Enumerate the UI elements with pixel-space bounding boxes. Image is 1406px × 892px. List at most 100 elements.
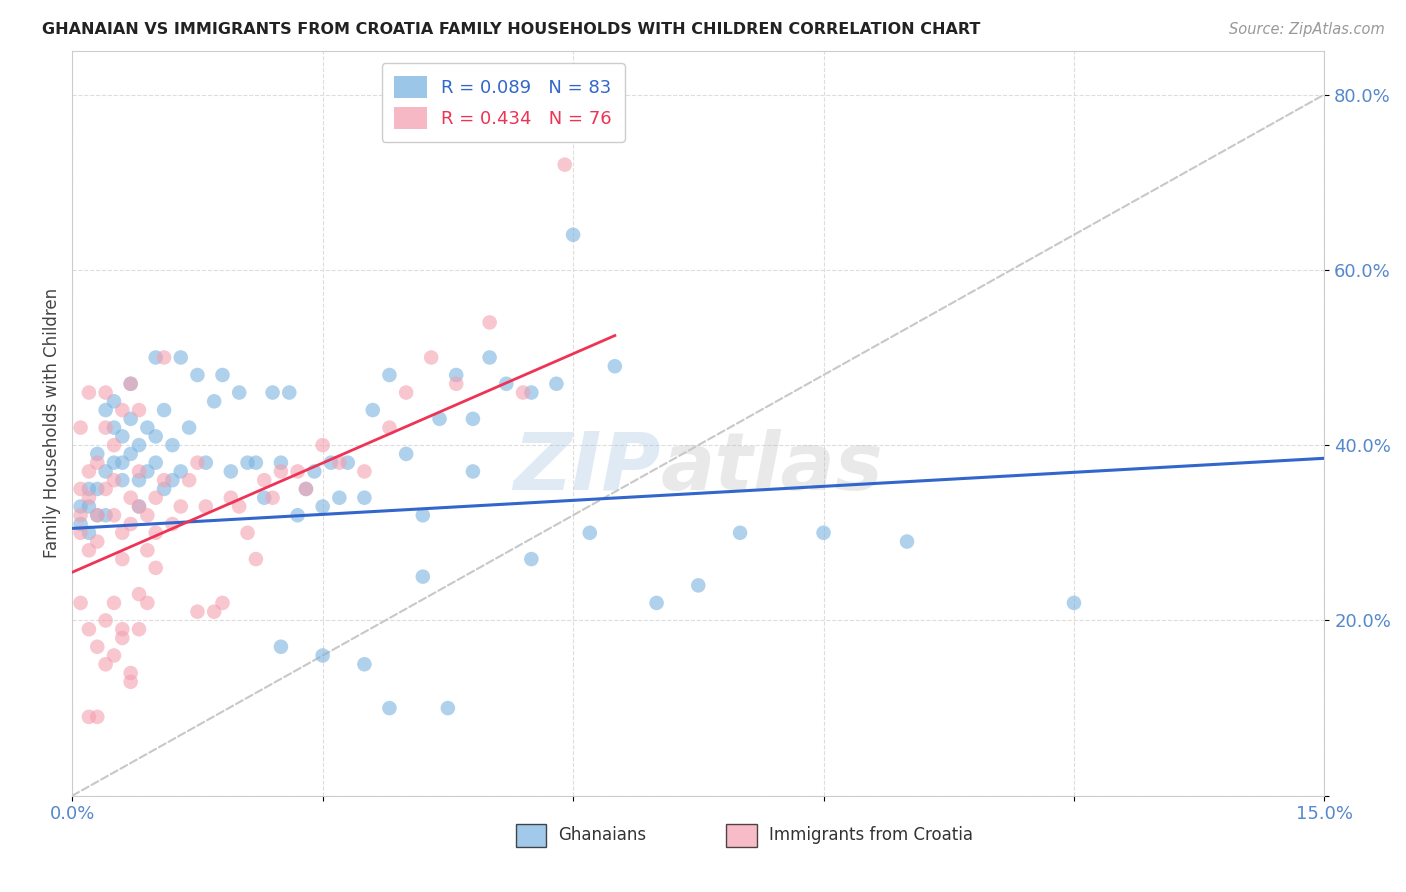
Point [128, 500, 150, 514]
Point [512, 385, 534, 400]
Point [153, 403, 176, 417]
Point [353, 491, 375, 505]
Point [245, 456, 267, 470]
Point [262, 385, 284, 400]
Point [77, 465, 100, 479]
Point [236, 456, 259, 470]
Point [111, 552, 134, 566]
Point [319, 456, 342, 470]
Point [111, 429, 134, 443]
Point [520, 385, 543, 400]
Point [328, 491, 350, 505]
Point [228, 500, 250, 514]
Point [546, 376, 568, 391]
Point [444, 376, 467, 391]
Point [128, 622, 150, 636]
Text: Ghanaians: Ghanaians [558, 826, 645, 844]
Point [478, 315, 501, 329]
Point [69, 508, 91, 523]
Point [145, 351, 167, 365]
Point [211, 596, 233, 610]
Point [103, 596, 125, 610]
Point [136, 508, 159, 523]
Point [77, 482, 100, 496]
Point [270, 465, 292, 479]
Point [111, 456, 134, 470]
Point [228, 385, 250, 400]
Point [278, 385, 301, 400]
Y-axis label: Family Households with Children: Family Households with Children [44, 288, 60, 558]
Point [262, 491, 284, 505]
Text: atlas: atlas [661, 429, 883, 507]
Point [153, 473, 176, 487]
Point [444, 368, 467, 382]
Point [562, 227, 585, 242]
Point [145, 491, 167, 505]
Point [120, 447, 142, 461]
Point [186, 605, 208, 619]
Point [103, 420, 125, 434]
Point [520, 552, 543, 566]
Point [1063, 596, 1085, 610]
Point [287, 508, 309, 523]
Point [253, 491, 276, 505]
Point [153, 482, 176, 496]
Point [77, 525, 100, 540]
Legend: R = 0.089   N = 83, R = 0.434   N = 76: R = 0.089 N = 83, R = 0.434 N = 76 [382, 63, 624, 142]
Point [211, 368, 233, 382]
Point [77, 500, 100, 514]
Text: Immigrants from Croatia: Immigrants from Croatia [769, 826, 973, 844]
Point [236, 525, 259, 540]
Text: Source: ZipAtlas.com: Source: ZipAtlas.com [1229, 22, 1385, 37]
Point [103, 456, 125, 470]
Point [128, 465, 150, 479]
Point [103, 508, 125, 523]
Point [554, 158, 576, 172]
Point [728, 525, 751, 540]
Point [437, 701, 460, 715]
Point [186, 368, 208, 382]
Point [128, 403, 150, 417]
Point [120, 491, 142, 505]
Point [270, 640, 292, 654]
Point [186, 456, 208, 470]
Point [69, 482, 91, 496]
Point [429, 412, 451, 426]
Point [202, 605, 225, 619]
Point [361, 403, 384, 417]
Point [219, 465, 242, 479]
Point [353, 657, 375, 672]
Point [77, 710, 100, 724]
Point [86, 508, 108, 523]
Point [170, 351, 193, 365]
Point [136, 465, 159, 479]
Point [645, 596, 668, 610]
Point [94, 403, 117, 417]
Point [86, 710, 108, 724]
Point [136, 543, 159, 558]
Point [120, 674, 142, 689]
Point [194, 456, 217, 470]
Point [69, 500, 91, 514]
Point [177, 420, 200, 434]
Point [94, 614, 117, 628]
Point [412, 569, 434, 583]
Point [311, 648, 333, 663]
Point [120, 376, 142, 391]
Point [153, 351, 176, 365]
Point [688, 578, 710, 592]
Point [145, 525, 167, 540]
Point [170, 500, 193, 514]
Point [145, 456, 167, 470]
Point [86, 456, 108, 470]
Point [170, 465, 193, 479]
Point [395, 447, 418, 461]
Point [103, 394, 125, 409]
Point [495, 376, 517, 391]
Point [69, 596, 91, 610]
Point [461, 412, 484, 426]
Point [311, 500, 333, 514]
Point [145, 561, 167, 575]
Point [270, 456, 292, 470]
Point [86, 640, 108, 654]
